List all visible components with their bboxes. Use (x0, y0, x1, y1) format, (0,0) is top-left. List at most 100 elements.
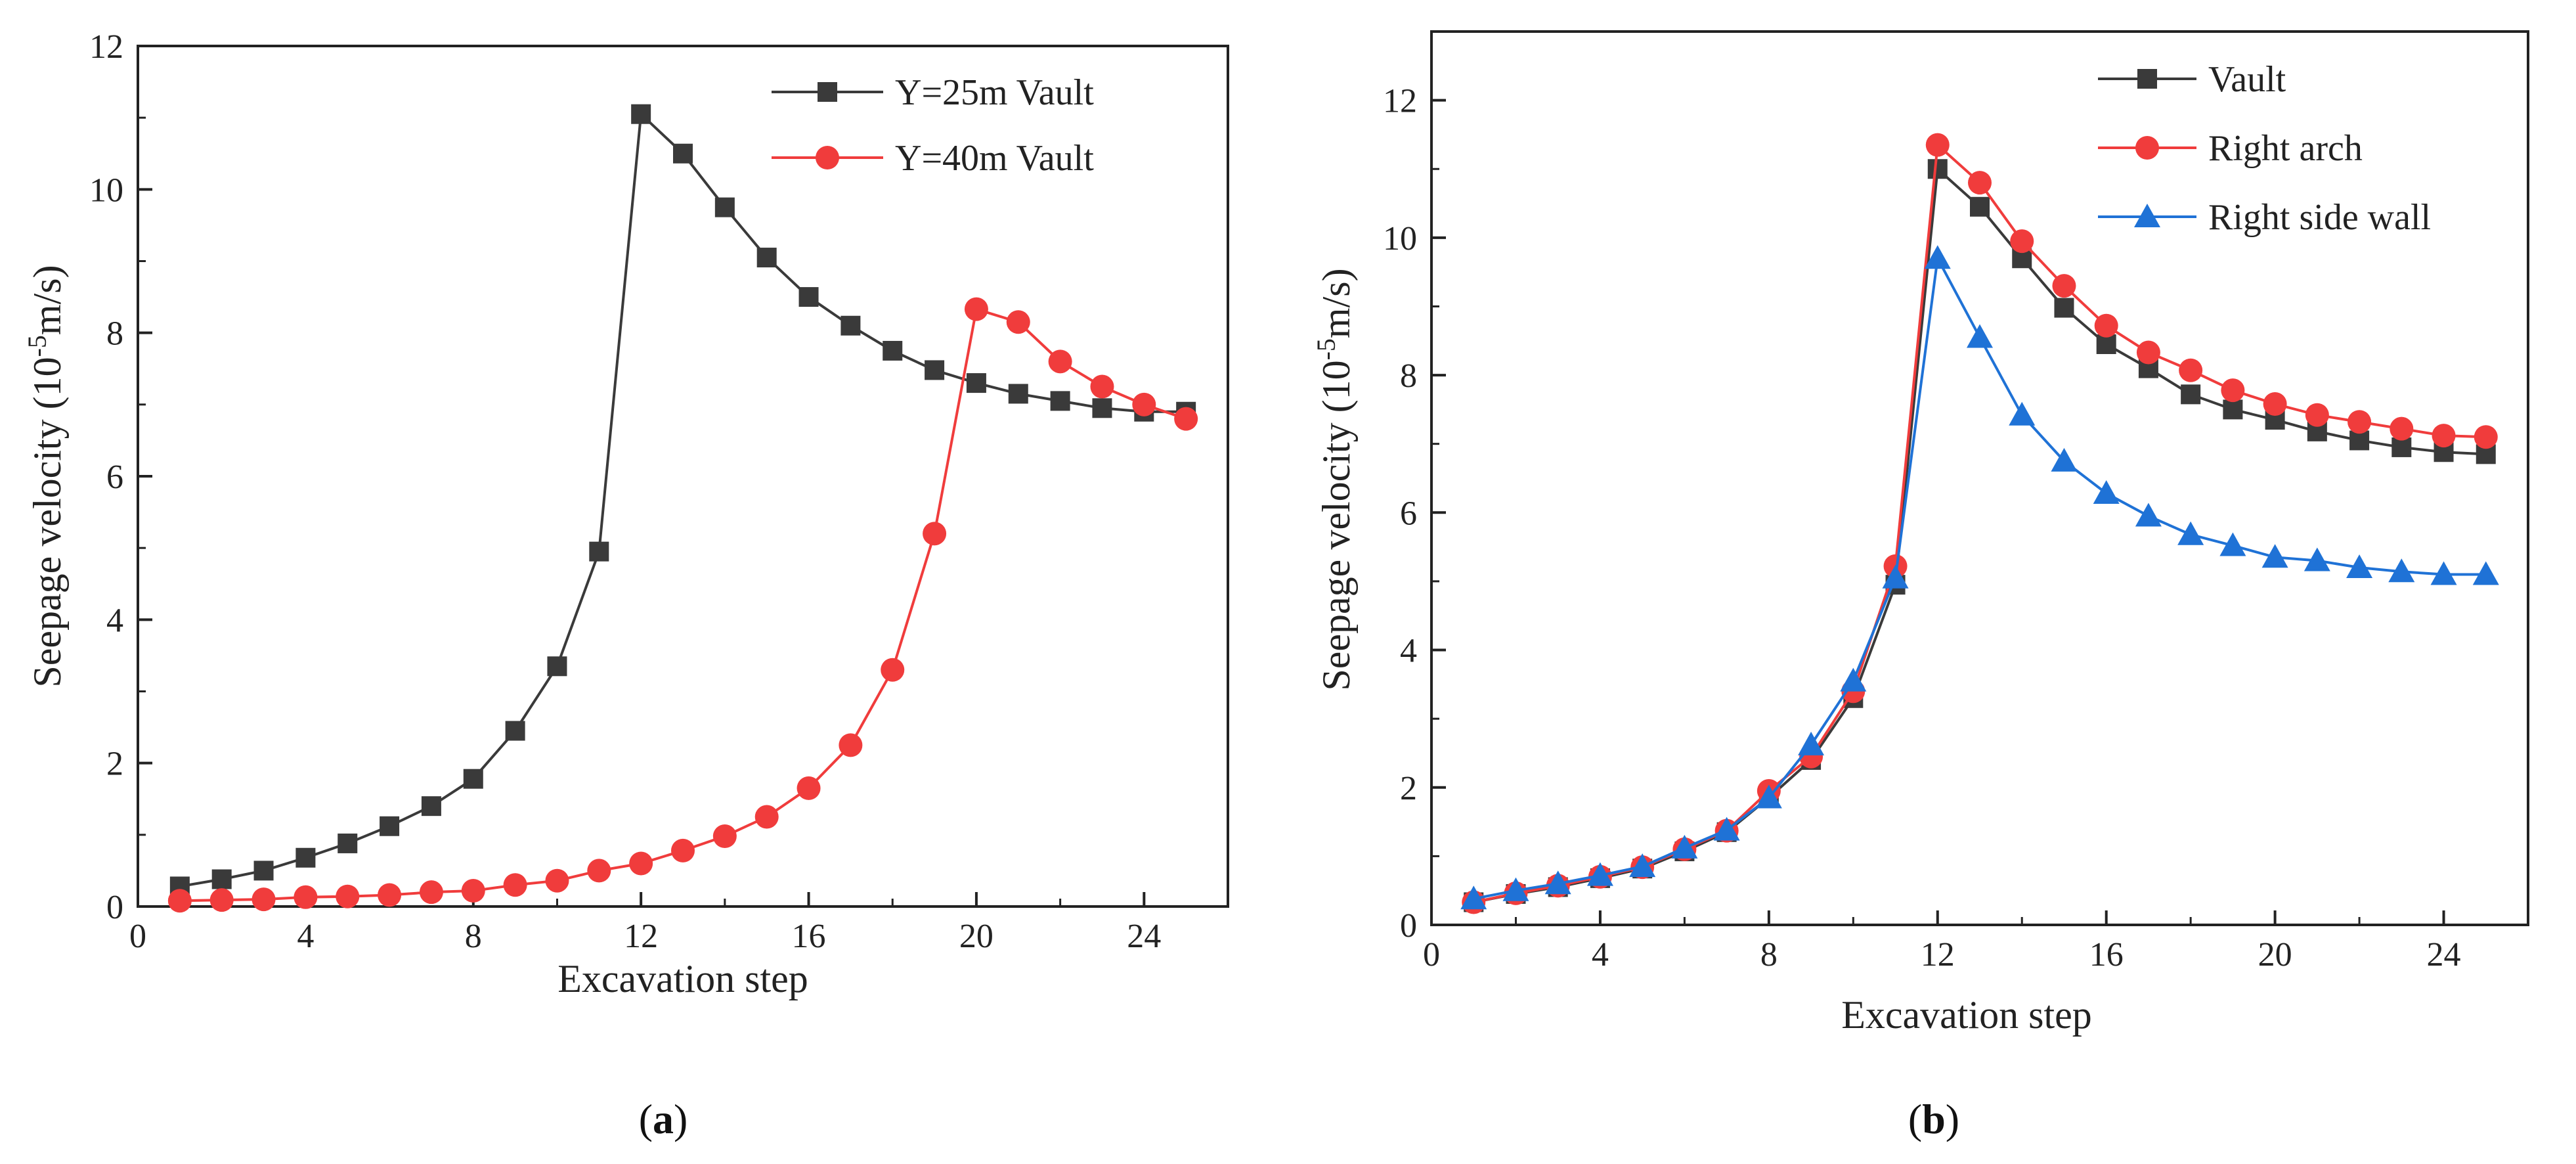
panel-a-series-y-40m-vault (167, 297, 1198, 913)
panel-a-data-point (881, 658, 905, 682)
panel-b-x-tick-label: 20 (2258, 936, 2292, 974)
panel-a-data-point (505, 721, 525, 741)
panel-b-data-point (1967, 324, 1993, 348)
panel-a-data-point (419, 880, 443, 905)
panel-b-data-point (1671, 834, 1698, 859)
panel-b-data-point (1460, 885, 1487, 910)
panel-a-data-point (1090, 374, 1114, 399)
panel-a-data-point (1092, 398, 1112, 418)
panel-b-data-point (2051, 447, 2078, 472)
panel-b-data-point (2432, 424, 2456, 448)
panel-a-y-tick-label: 0 (106, 889, 123, 926)
panel-b-data-point (2093, 480, 2120, 504)
panel-b-data-point (1586, 862, 1613, 886)
panel-b-data-point (2181, 384, 2201, 405)
panel-b-legend-item: Right arch (2098, 128, 2363, 169)
panel-b-data-point (2390, 416, 2414, 441)
panel-b-data-point (1968, 171, 1992, 195)
panel-b-data-point (2391, 437, 2412, 457)
panel-a-data-point (1008, 384, 1028, 404)
panel-b-series-vault (1464, 159, 2496, 912)
panel-a-y-axis-title-exponent: -5 (22, 335, 52, 357)
panel-a-data-point (547, 656, 567, 677)
panel-a-data-point (883, 340, 903, 361)
panel-a-y-tick-label: 6 (106, 459, 123, 496)
panel-b-x-tick-label: 12 (1921, 936, 1955, 974)
panel-a-data-point (378, 883, 402, 907)
panel-a-data-point (631, 104, 651, 124)
panel-a-label: (a) (639, 1096, 688, 1142)
panel-b-data-point (2096, 334, 2116, 354)
panel-b-data-point (2263, 392, 2287, 416)
panel-b-data-point (1882, 564, 1909, 589)
panel-b-series-line (1473, 142, 2486, 904)
panel-b-data-point (1840, 667, 1867, 692)
panel-b-data-point (2010, 229, 2034, 254)
panel-a-y-axis-title: Seepage velocity (10-5m/s) (22, 265, 69, 687)
panel-a-data-point (503, 873, 527, 897)
panel-a-data-point (380, 816, 400, 836)
panel-a-legend-item: Y=40m Vault (772, 138, 1094, 179)
panel-a-data-point (1006, 310, 1030, 334)
panel-b-data-point (2346, 554, 2373, 578)
panel-b-legend: Vault Right arch Right side wall (2098, 59, 2431, 238)
panel-a-data-point (840, 315, 861, 336)
panel-a-data-point (587, 859, 611, 883)
panel-a-y-tick-label: 8 (106, 315, 123, 353)
panel-a-data-point (1174, 407, 1198, 431)
panel-a-y-tick-label: 12 (89, 28, 123, 66)
panel-a-data-point (336, 884, 360, 908)
panel-b-data-point (2305, 403, 2329, 427)
panel-a-data-point (839, 733, 863, 757)
panel-a-y-tick-label: 4 (106, 602, 123, 639)
panel-b-x-tick-label: 16 (2089, 936, 2124, 974)
panel-b-data-point (1970, 196, 1990, 217)
panel-a-data-point (589, 541, 609, 562)
panel-b-x-tick-label: 8 (1760, 936, 1778, 974)
panel-b-data-point (1798, 731, 1825, 755)
panel-a-data-point (421, 796, 441, 817)
panel-b-data-point (2177, 521, 2204, 545)
panel-a-data-point (209, 888, 234, 912)
panel-b-legend-item: Right side wall (2098, 197, 2431, 238)
panel-a-legend-label: Y=25m Vault (895, 72, 1094, 113)
panel-a-data-point (295, 847, 316, 868)
panel-b-data-point (2474, 425, 2498, 449)
panel-a-series (167, 104, 1198, 913)
panel-b-x-tick-label: 24 (2427, 936, 2461, 974)
panel-a-data-point (461, 878, 485, 903)
panel-b-data-point (2388, 558, 2415, 583)
panel-a-x-tick-label: 24 (1127, 918, 1161, 955)
panel-a-y-tick-label: 10 (89, 171, 123, 209)
panel-a-data-point (673, 143, 693, 164)
panel-b-y-tick-label: 12 (1383, 83, 1417, 120)
panel-b-data-point (1629, 853, 1656, 878)
panel-a-data-point (754, 805, 779, 829)
panel-a-data-point (294, 885, 318, 909)
panel-b-series-line (1473, 254, 2486, 901)
panel-b-y-axis-title-prefix: Seepage velocity (10 (1315, 360, 1358, 690)
panel-b-x-axis-title: Excavation step (1841, 993, 2092, 1037)
panel-b-data-point (2135, 503, 2162, 527)
panel-a-data-point (629, 851, 653, 876)
panel-b-series (1460, 133, 2499, 914)
panel-b-y-tick-label: 2 (1400, 770, 1417, 807)
panel-a-x-tick-label: 8 (465, 918, 482, 955)
panel-b-data-point (2430, 561, 2457, 585)
panel-b-data-point (2472, 561, 2499, 585)
panel-b-label-letter: b (1922, 1096, 1946, 1142)
panel-a-y-tick-label: 2 (106, 746, 123, 783)
panel-a-x-tick-label: 12 (624, 918, 658, 955)
panel-a-data-point (797, 776, 821, 800)
panel-a-data-point (756, 248, 777, 268)
panel-a-data-point (253, 861, 274, 881)
panel-b-y-tick-label: 10 (1383, 220, 1417, 257)
panel-b-plot-frame (1430, 30, 2529, 926)
panel-b-series-right-side-wall (1460, 245, 2499, 910)
panel-b-data-point (1927, 159, 1948, 179)
panel-a-label-letter: a (653, 1096, 674, 1142)
